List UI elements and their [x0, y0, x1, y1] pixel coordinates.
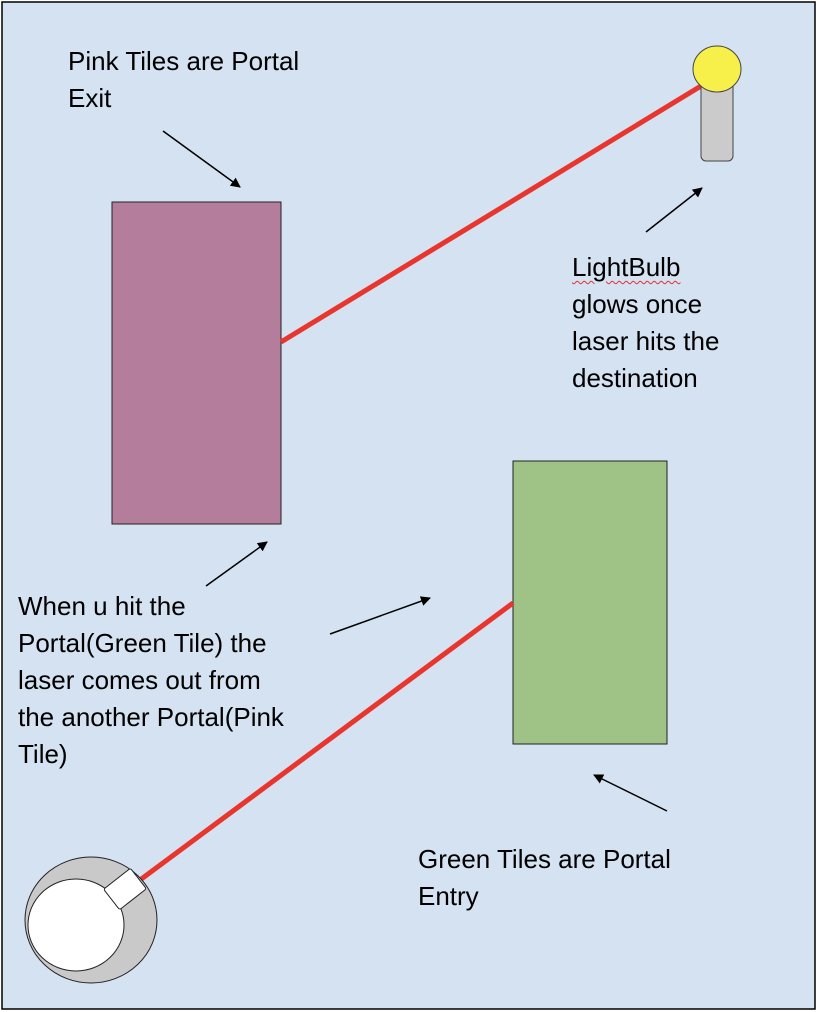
- portal-hit-label: When u hit the Portal(Green Tile) the la…: [18, 588, 284, 773]
- lightbulb-label-line-4: destination: [572, 363, 698, 393]
- arrow-to-green-tile: [329, 596, 431, 635]
- lightbulb-label-line-2: glows once: [572, 289, 703, 319]
- lightbulb-icon: [692, 45, 742, 162]
- green-tiles-label: Green Tiles are Portal Entry: [418, 841, 671, 915]
- lightbulb-word: LightBulb: [572, 252, 681, 282]
- pink-tiles-label-line-2: Exit: [68, 83, 112, 113]
- lightbulb-glass: [692, 45, 742, 93]
- portal-hit-label-line-3: laser comes out from: [18, 665, 261, 695]
- lightbulb-label-line-3: laser hits the: [572, 326, 720, 356]
- emitter-inner-disc: [27, 878, 125, 972]
- lightbulb-label-line-1: LightBulb: [572, 249, 719, 286]
- portal-hit-label-line-1: When u hit the: [18, 591, 186, 621]
- arrow-to-pink-tile: [162, 130, 241, 188]
- pink-tiles-label-line-1: Pink Tiles are Portal: [68, 46, 300, 76]
- green-tiles-label-line-1: Green Tiles are Portal: [418, 844, 671, 874]
- portal-hit-label-line-5: Tile): [18, 739, 68, 769]
- green-tiles-label-line-2: Entry: [418, 881, 479, 911]
- laser-beam-from-emitter: [138, 600, 515, 883]
- green-portal-entry-tile: [512, 460, 668, 745]
- pink-tiles-label: Pink Tiles are Portal Exit: [68, 43, 299, 117]
- arrow-to-lightbulb: [645, 187, 703, 233]
- pink-portal-exit-tile: [111, 201, 282, 525]
- lightbulb-label: LightBulb glows once laser hits the dest…: [572, 249, 719, 397]
- portal-hit-label-line-4: the another Portal(Pink: [18, 702, 284, 732]
- laser-emitter-icon: [24, 856, 158, 984]
- portal-hit-label-line-2: Portal(Green Tile) the: [18, 628, 267, 658]
- arrow-to-pink-tile-bottom: [205, 541, 268, 587]
- laser-beam-to-bulb: [279, 83, 703, 345]
- emitter-nozzle: [103, 868, 147, 910]
- arrow-to-green-tile-bottom: [593, 774, 668, 812]
